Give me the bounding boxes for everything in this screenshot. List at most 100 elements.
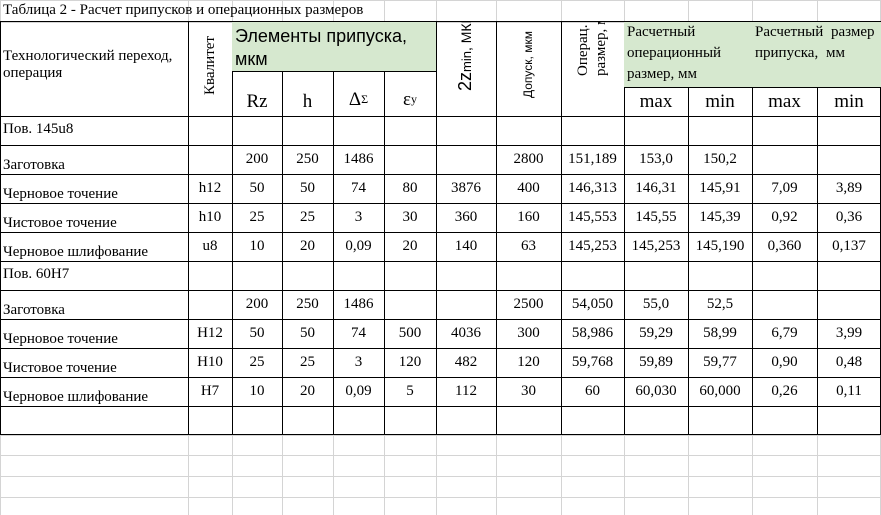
cell-allowance-min: [817, 145, 881, 174]
delta-subscript: Σ: [361, 91, 369, 106]
cell-zmin: [436, 290, 496, 319]
calc-allowance-header-bg: [752, 22, 881, 87]
section-title: Пов. 145u8: [3, 121, 74, 138]
cell-quality: Н7: [200, 382, 220, 399]
calc-allowance-header: Расчетный размер припуска, мм: [755, 24, 875, 61]
cell-operation: Черновое точение: [3, 330, 118, 347]
cell-delta: 1486: [343, 150, 374, 167]
cell-zmin: 4036: [451, 324, 481, 341]
allowance-min-header: min: [834, 90, 864, 112]
allowance-elements-header: Элементы припуска, мкм: [235, 26, 408, 69]
cell-op-size: 58,986: [571, 324, 614, 341]
cell-op-size-min: 145,91: [699, 179, 741, 196]
cell-tolerance: 400: [517, 179, 540, 196]
cell-allowance-max: 0,26: [771, 382, 798, 399]
cell-op-size-max: 153,0: [639, 150, 673, 167]
tolerance-header: Допуск, мкм: [496, 22, 561, 116]
cell-zmin: 140: [454, 237, 478, 254]
cell-op-size-max: 60,030: [635, 382, 677, 399]
cell-tolerance: 300: [517, 324, 540, 341]
cell-quality: u8: [202, 237, 218, 254]
cell-rz: 10: [249, 382, 265, 399]
calc-op-size-header: Расчетный операционный размер, мм: [627, 24, 722, 82]
cell-zmin: [436, 145, 496, 174]
cell-eps: 5: [406, 382, 414, 399]
eps-subscript: у: [410, 91, 417, 106]
cell-rz: 25: [249, 353, 265, 370]
cell-allowance-min: [817, 290, 881, 319]
cell-allowance-min: 0,11: [836, 382, 862, 399]
h-header: h: [302, 90, 313, 112]
cell-allowance-max: [752, 290, 817, 319]
cell-op-size-min: 59,77: [703, 353, 737, 370]
rz-header: Rz: [246, 90, 268, 112]
op-size-header: Операц. размер, мм: [561, 22, 624, 116]
cell-allowance-min: 3,99: [835, 324, 863, 341]
cell-operation: Чистовое точение: [3, 359, 117, 376]
cell-h: 50: [300, 324, 315, 341]
cell-allowance-max: 7,09: [771, 179, 798, 196]
cell-eps: [384, 145, 436, 174]
cell-op-size-max: 59,29: [639, 324, 673, 341]
cell-operation: Черновое шлифование: [3, 243, 149, 260]
cell-op-size: 59,768: [571, 353, 614, 370]
cell-op-size-max: 146,31: [635, 179, 677, 196]
cell-op-size-max: 145,55: [635, 208, 677, 225]
cell-eps: 80: [402, 179, 418, 196]
cell-op-size: 145,553: [568, 208, 617, 225]
table-title: Таблица 2 - Расчет припусков и операцион…: [3, 2, 364, 18]
cell-tolerance: 2800: [513, 150, 544, 167]
zmin-subscript: min: [459, 51, 474, 73]
cell-quality: [188, 290, 232, 319]
cell-op-size-min: 58,99: [703, 324, 737, 341]
cell-h: 250: [296, 150, 319, 167]
cell-op-size-min: 52,5: [706, 295, 734, 312]
cell-allowance-max: 0,90: [771, 353, 798, 370]
cell-rz: 50: [249, 179, 265, 196]
cell-zmin: 360: [454, 208, 478, 225]
cell-operation: Заготовка: [3, 156, 65, 173]
cell-op-size: 146,313: [568, 179, 617, 196]
op-size-max-header: max: [639, 90, 673, 112]
cell-operation: Черновое шлифование: [3, 388, 149, 405]
cell-op-size-min: 60,000: [699, 382, 741, 399]
cell-delta: 3: [354, 208, 363, 225]
cell-delta: 74: [351, 324, 366, 341]
cell-allowance-min: 0,137: [832, 237, 866, 254]
cell-h: 25: [300, 208, 315, 225]
cell-allowance-min: 3,89: [835, 179, 863, 196]
cell-delta: 3: [354, 353, 363, 370]
cell-op-size-max: 59,89: [639, 353, 673, 370]
cell-allowance-min: 0,36: [835, 208, 863, 225]
cell-tolerance: 120: [517, 353, 540, 370]
cell-delta: 0,09: [345, 237, 372, 254]
cell-zmin: 482: [454, 353, 478, 370]
cell-allowance-max: 6,79: [771, 324, 798, 341]
op-size-min-header: min: [705, 90, 735, 112]
cell-h: 25: [300, 353, 315, 370]
cell-allowance-max: 0,92: [771, 208, 798, 225]
cell-allowance-max: [752, 145, 817, 174]
cell-delta: 74: [351, 179, 366, 196]
cell-tolerance: 160: [517, 208, 540, 225]
cell-rz: 200: [245, 150, 269, 167]
zmin-header: 2zmin, МКМ: [436, 22, 496, 116]
cell-quality: h12: [198, 179, 222, 196]
cell-eps: 500: [398, 324, 422, 341]
cell-op-size: 151,189: [568, 150, 617, 167]
cell-op-size-min: 145,190: [695, 237, 745, 254]
cell-tolerance: 30: [521, 382, 536, 399]
cell-op-size-min: 150,2: [703, 150, 737, 167]
cell-zmin: 3876: [451, 179, 481, 196]
cell-quality: h10: [198, 208, 222, 225]
cell-rz: 50: [249, 324, 265, 341]
op-size-header-text: Операц. размер, мм: [574, 22, 609, 76]
quality-header: Квалитет: [188, 22, 232, 116]
cell-delta: 0,09: [345, 382, 372, 399]
cell-op-size: 60: [585, 382, 600, 399]
calc-op-size-header-bg: [624, 22, 752, 87]
